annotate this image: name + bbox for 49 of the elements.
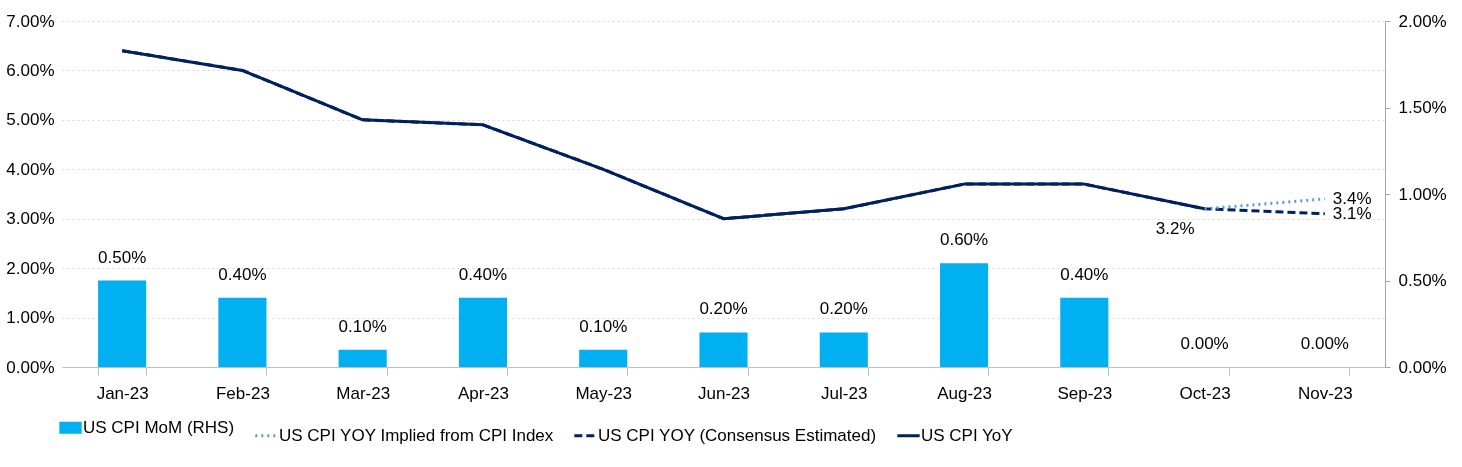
data-label: 0.40%	[458, 264, 508, 284]
x-tick-label: Oct-23	[1179, 383, 1231, 403]
data-label: 0.10%	[579, 316, 628, 336]
data-label: 0.20%	[819, 299, 868, 319]
y2-tick-label: 1.50%	[1398, 98, 1447, 117]
bar	[699, 332, 748, 367]
data-label: 0.50%	[98, 247, 147, 267]
data-label: 0.10%	[338, 316, 387, 336]
data-label: 0.40%	[218, 264, 267, 284]
bar	[338, 349, 387, 367]
x-tick-label: Apr-23	[457, 383, 509, 403]
x-tick-label: Nov-23	[1297, 383, 1353, 403]
data-label: 0.00%	[1180, 334, 1229, 353]
y-tick-label: 6.00%	[6, 60, 55, 80]
annotation: 3.2%	[1155, 218, 1195, 238]
legend-label: US CPI YOY (Consensus Estimated)	[598, 425, 877, 445]
data-label: 0.40%	[1060, 264, 1109, 284]
x-tick-label: May-23	[575, 383, 633, 403]
x-tick-label: Aug-23	[937, 383, 992, 403]
y-tick-label: 0.00%	[6, 357, 55, 377]
y-tick-label: 4.00%	[6, 159, 55, 179]
bar	[939, 263, 989, 367]
bar	[458, 297, 508, 367]
legend-label: US CPI MoM (RHS)	[83, 417, 235, 437]
x-tick-label: Sep-23	[1057, 383, 1113, 403]
data-label: 0.60%	[939, 230, 989, 250]
y-tick-label: 3.00%	[6, 209, 55, 229]
y2-tick-label: 0.50%	[1398, 271, 1447, 290]
y2-tick-label: 2.00%	[1398, 11, 1447, 31]
y2-tick-label: 1.00%	[1398, 184, 1447, 204]
legend-label: US CPI YoY	[921, 425, 1013, 445]
bar	[218, 297, 267, 367]
y-tick-label: 7.00%	[6, 11, 55, 31]
x-tick-label: Jul-23	[821, 383, 868, 403]
bar	[579, 349, 628, 367]
data-label: 0.20%	[699, 299, 748, 319]
legend-label: US CPI YOY Implied from CPI Index	[279, 425, 554, 445]
bar	[98, 280, 147, 367]
data-label: 0.00%	[1300, 334, 1349, 353]
bar	[819, 332, 868, 367]
x-tick-label: Mar-23	[336, 383, 391, 403]
y-tick-label: 2.00%	[6, 258, 55, 278]
x-tick-label: Jan-23	[96, 383, 149, 403]
x-tick-label: Feb-23	[215, 383, 270, 403]
bar	[1060, 297, 1109, 367]
y2-tick-label: 0.00%	[1398, 357, 1447, 377]
y-tick-label: 5.00%	[6, 110, 55, 130]
y-tick-label: 1.00%	[6, 308, 55, 328]
x-tick-label: Jun-23	[698, 383, 750, 403]
